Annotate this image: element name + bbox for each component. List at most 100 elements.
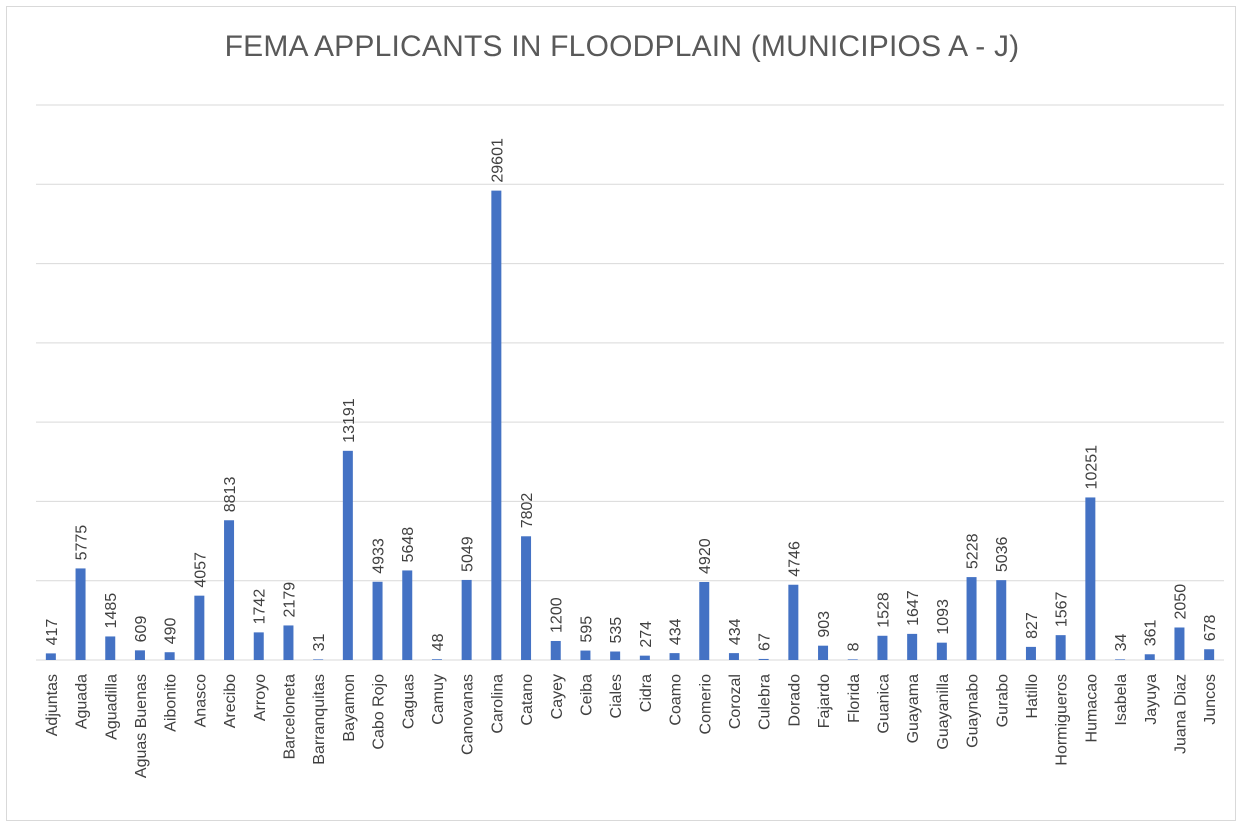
data-label: 434: [668, 618, 685, 645]
category-label: Juana Diaz: [1172, 674, 1189, 754]
category-label: Hormigueros: [1054, 674, 1071, 766]
bar-anasco: [194, 595, 205, 660]
bar-corozal: [728, 653, 739, 660]
category-label: Florida: [846, 674, 863, 723]
data-label: 5648: [400, 527, 417, 563]
data-labels: 417 5775 1485 609 490 4057 8813 1742 2179 31 13191…: [44, 138, 1219, 651]
category-label: Gurabo: [994, 674, 1011, 727]
category-label: Catano: [519, 674, 536, 726]
data-label: 4920: [697, 538, 714, 574]
category-label: Anasco: [192, 674, 209, 727]
category-label: Isabela: [1113, 674, 1130, 726]
chart-frame: [6, 6, 1236, 821]
gridlines: [36, 104, 1224, 661]
data-label: 1647: [905, 590, 922, 626]
category-label: Aguada: [74, 674, 91, 729]
data-label: 7802: [519, 493, 536, 529]
category-label: Jayuya: [1143, 674, 1160, 725]
data-label: 1093: [935, 599, 952, 635]
category-label: Culebra: [757, 674, 774, 730]
data-label: 903: [816, 611, 833, 638]
category-label: Cidra: [638, 674, 655, 712]
bar-arroyo: [253, 632, 264, 660]
bars: [45, 190, 1215, 660]
category-label: Barranquitas: [311, 674, 328, 765]
chart-title: FEMA APPLICANTS IN FLOODPLAIN (MUNICIPIO…: [224, 30, 1020, 63]
category-label: Guaynabo: [965, 674, 982, 748]
bar-cayey: [550, 640, 561, 660]
data-label: 827: [1024, 612, 1041, 639]
data-label: 34: [1113, 634, 1130, 652]
bar-guanica: [877, 635, 888, 660]
category-label: Ciales: [608, 674, 625, 718]
category-label: Camuy: [430, 674, 447, 725]
category-label: Aguas Buenas: [133, 674, 150, 778]
data-label: 1485: [103, 593, 120, 629]
category-label: Comerio: [697, 674, 714, 735]
data-label: 5775: [74, 525, 91, 561]
data-label: 8813: [222, 477, 239, 513]
category-label: Hatillo: [1024, 674, 1041, 719]
category-label: Fajardo: [816, 674, 833, 728]
data-label: 434: [727, 618, 744, 645]
bar-barceloneta: [283, 625, 294, 660]
category-label: Arecibo: [222, 674, 239, 728]
bar-canovanas: [461, 579, 472, 660]
category-label: Guanica: [875, 674, 892, 734]
category-label: Coamo: [668, 674, 685, 726]
bar-comerio: [699, 581, 710, 660]
bar-caguas: [402, 570, 413, 660]
category-label: Bayamon: [341, 674, 358, 742]
bar-aguas-buenas: [134, 650, 145, 660]
category-label: Ceiba: [578, 674, 595, 716]
data-label: 595: [578, 616, 595, 643]
category-label: Humacao: [1083, 674, 1100, 743]
data-label: 5036: [994, 536, 1011, 572]
bar-guayama: [907, 633, 918, 660]
bar-fajardo: [818, 645, 829, 660]
bar-juana-diaz: [1174, 627, 1185, 660]
category-label: Juncos: [1202, 674, 1219, 725]
bar-carolina: [491, 190, 502, 660]
data-label: 4746: [786, 541, 803, 577]
bar-hatillo: [1025, 646, 1036, 660]
data-label: 1528: [875, 592, 892, 628]
category-label: Guayama: [905, 674, 922, 743]
bar-dorado: [788, 584, 799, 660]
bar-aguada: [75, 568, 86, 660]
data-label: 48: [430, 633, 447, 651]
data-label: 2050: [1172, 584, 1189, 620]
bar-adjuntas: [45, 653, 56, 660]
category-label: Dorado: [786, 674, 803, 727]
data-label: 13191: [341, 398, 358, 443]
bar-isabela: [1115, 659, 1126, 660]
category-label: Canovanas: [460, 674, 477, 755]
data-label: 5228: [965, 533, 982, 569]
bar-ceiba: [580, 650, 591, 660]
category-label: Corozal: [727, 674, 744, 729]
bar-ciales: [610, 651, 621, 660]
data-label: 274: [638, 621, 655, 648]
bar-cabo-rojo: [372, 581, 383, 660]
data-label: 4933: [371, 538, 388, 574]
category-label: Guayanilla: [935, 674, 952, 750]
bar-arecibo: [224, 520, 235, 660]
bar-hormigueros: [1055, 635, 1066, 660]
bar-barranquitas: [313, 659, 324, 660]
data-label: 1567: [1054, 591, 1071, 627]
bar-culebra: [758, 658, 769, 660]
bar-aguadilla: [105, 636, 116, 660]
category-label: Arroyo: [252, 674, 269, 721]
bar-jayuya: [1144, 654, 1155, 660]
data-label: 4057: [192, 552, 209, 588]
category-label: Cayey: [549, 674, 566, 719]
data-label: 67: [757, 633, 774, 651]
data-label: 417: [44, 619, 61, 646]
data-label: 29601: [489, 138, 506, 183]
category-label: Carolina: [489, 674, 506, 734]
data-label: 10251: [1083, 445, 1100, 490]
bar-bayamon: [342, 450, 353, 660]
category-label: Caguas: [400, 674, 417, 729]
category-label: Adjuntas: [44, 674, 61, 736]
